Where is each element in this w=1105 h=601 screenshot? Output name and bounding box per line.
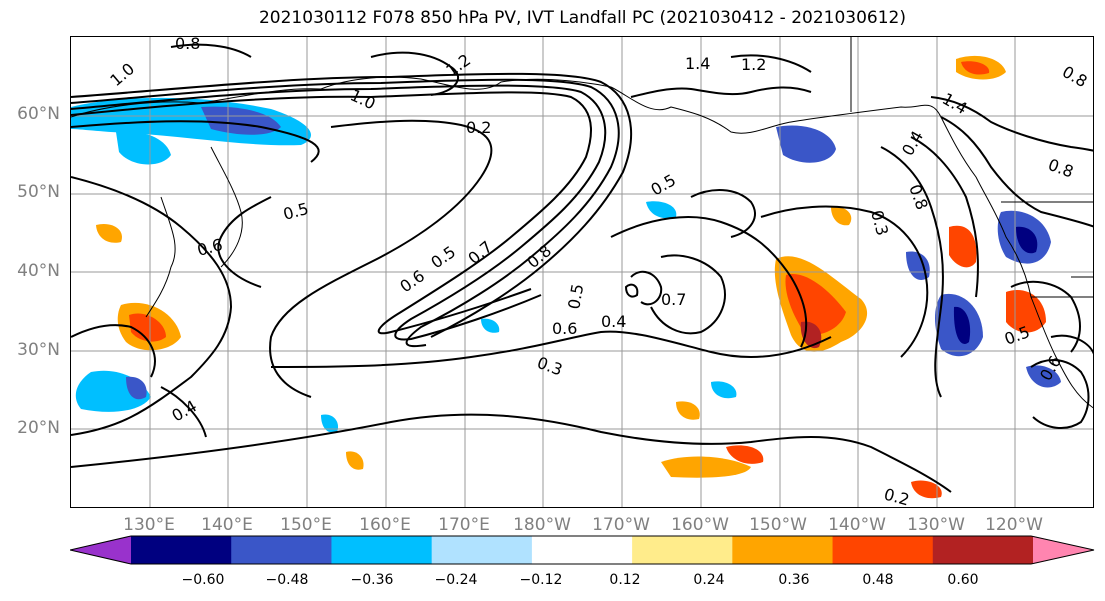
contour-label: 1.4 <box>939 89 971 118</box>
map-title: 2021030112 F078 850 hPa PV, IVT Landfall… <box>258 8 906 28</box>
contour-label: 0.8 <box>523 241 555 272</box>
positive-anomaly-patch <box>1006 290 1046 333</box>
colorbar-tick: −0.48 <box>265 572 309 588</box>
contour-label: 0.8 <box>1059 62 1091 91</box>
pv-contours <box>71 43 1093 493</box>
contour-label: 0.8 <box>1046 155 1076 182</box>
colorbar-tick: 0.60 <box>947 572 979 588</box>
lon-label: 120°W <box>985 515 1043 535</box>
contour-label: 0.2 <box>466 118 491 137</box>
map-svg: 0.8 1.0 1.2 1.2 1.4 1.4 1.0 0.2 0.5 0.5 … <box>71 37 1093 508</box>
positive-anomaly-patch <box>346 451 364 470</box>
colorbar-tick: 0.48 <box>862 572 894 588</box>
contour-label: 1.4 <box>685 54 710 73</box>
contour-label: 0.4 <box>601 312 626 331</box>
lat-label: 30°N <box>17 340 60 360</box>
colorbar <box>70 535 1095 565</box>
map-panel: 0.8 1.0 1.2 1.2 1.4 1.4 1.0 0.2 0.5 0.5 … <box>70 36 1094 508</box>
positive-anomaly-patch <box>96 223 122 243</box>
positive-anomaly-patch <box>785 274 846 336</box>
shading-layer <box>71 55 1061 499</box>
contour-label: 0.5 <box>427 242 459 272</box>
negative-anomaly-patch <box>906 251 930 280</box>
colorbar-tick: −0.36 <box>350 572 394 588</box>
lon-label: 170°E <box>438 515 490 535</box>
colorbar-segment <box>131 536 232 564</box>
contour-label: 0.2 <box>882 485 912 508</box>
contour-label: 0.6 <box>396 266 428 296</box>
lon-label: 170°W <box>592 515 650 535</box>
contour-label: 0.3 <box>535 353 565 380</box>
lon-label: 140°E <box>201 515 253 535</box>
colorbar-segment <box>531 536 633 564</box>
colorbar-tick: −0.60 <box>181 572 225 588</box>
negative-anomaly-patch <box>1016 226 1038 254</box>
lon-label: 140°W <box>828 515 886 535</box>
negative-anomaly-patch <box>711 381 737 399</box>
contour-label: 0.5 <box>281 199 311 224</box>
positive-anomaly-patch <box>949 225 977 268</box>
colorbar-segment <box>632 536 733 564</box>
colorbar-tick: 0.36 <box>778 572 810 588</box>
colorbar-segment <box>932 536 1034 564</box>
lon-label: 150°W <box>749 515 807 535</box>
colorbar-segment <box>832 536 934 564</box>
lon-label: 160°E <box>359 515 411 535</box>
colorbar-segments <box>70 536 1094 564</box>
negative-anomaly-patch <box>321 414 339 433</box>
lat-label: 20°N <box>17 418 60 438</box>
lat-label: 40°N <box>17 261 60 281</box>
positive-anomaly-patch <box>726 445 764 464</box>
contour-label: 0.5 <box>648 170 680 199</box>
contour-label: 0.4 <box>898 127 927 159</box>
negative-anomaly-patch <box>646 201 677 219</box>
lat-label: 50°N <box>17 182 60 202</box>
positive-anomaly-patch <box>911 480 942 499</box>
lon-label: 150°E <box>280 515 332 535</box>
colorbar-segment <box>331 536 433 564</box>
lon-label: 130°E <box>123 515 175 535</box>
colorbar-segment <box>231 536 332 564</box>
negative-anomaly-patch <box>481 318 500 333</box>
positive-anomaly-patch <box>661 456 751 478</box>
negative-anomaly-patch <box>953 306 971 344</box>
negative-anomaly-patch <box>116 131 171 165</box>
negative-anomaly-patch <box>1026 365 1061 388</box>
positive-anomaly-patch <box>961 61 990 75</box>
contour-label: 0.8 <box>905 182 932 212</box>
contour-label: 1.0 <box>106 59 138 90</box>
lon-label: 160°W <box>671 515 729 535</box>
contour-label: 0.7 <box>661 290 686 309</box>
lon-label: 130°W <box>907 515 965 535</box>
gridlines <box>71 37 1093 507</box>
contour-label: 0.3 <box>867 208 892 238</box>
contour-label: 0.4 <box>169 396 201 425</box>
positive-anomaly-patch <box>676 401 700 420</box>
lat-label: 60°N <box>17 104 60 124</box>
negative-anomaly-patch <box>776 125 836 163</box>
negative-anomaly-patch <box>126 376 147 400</box>
coastlines <box>71 37 1093 409</box>
lon-label: 180°W <box>513 515 571 535</box>
contour-label: 0.6 <box>552 319 577 338</box>
positive-anomaly-patch <box>129 313 166 342</box>
colorbar-extend-low <box>70 536 131 564</box>
colorbar-segment <box>431 536 533 564</box>
contour-label: 0.5 <box>564 282 587 310</box>
colorbar-tick: −0.24 <box>434 572 478 588</box>
positive-anomaly-patch <box>831 206 852 226</box>
contour-label: 0.7 <box>464 237 496 268</box>
colorbar-extend-high <box>1033 536 1094 564</box>
colorbar-segment <box>732 536 834 564</box>
colorbar-tick: 0.12 <box>609 572 641 588</box>
contour-label: 0.8 <box>175 37 200 53</box>
contour-label: 1.2 <box>741 55 766 74</box>
colorbar-tick: −0.12 <box>519 572 563 588</box>
colorbar-tick: 0.24 <box>693 572 725 588</box>
